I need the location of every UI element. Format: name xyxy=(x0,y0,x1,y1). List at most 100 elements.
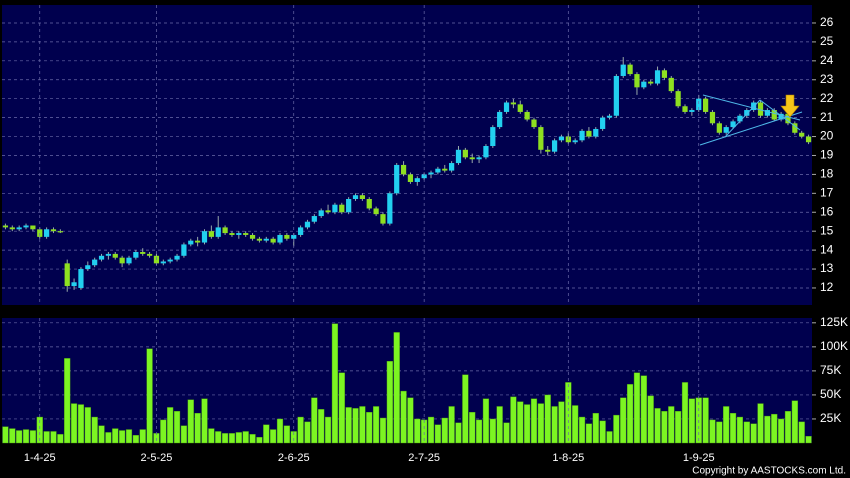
trend-line xyxy=(699,111,803,146)
candle-body xyxy=(757,102,764,116)
candle-body xyxy=(428,172,434,175)
volume-bar xyxy=(771,413,778,444)
volume-bar xyxy=(393,332,400,444)
candle-body xyxy=(195,240,201,243)
y-tick-label: 25K xyxy=(820,411,841,425)
volume-bar xyxy=(352,408,359,444)
volume-bar xyxy=(510,396,517,444)
y-tick-label: 26 xyxy=(820,15,834,29)
x-tick-label: 2-6-25 xyxy=(278,452,310,464)
candle-body xyxy=(799,132,805,137)
candle-body xyxy=(572,140,578,143)
candle-body xyxy=(311,216,317,222)
candle-body xyxy=(620,64,626,76)
y-tick-label: 19 xyxy=(820,148,834,162)
candle-body xyxy=(222,227,228,234)
candle-body xyxy=(497,111,503,128)
volume-bar xyxy=(558,401,565,444)
candle-body xyxy=(249,234,256,239)
candle-body xyxy=(243,233,249,235)
candle-body xyxy=(133,252,139,258)
volume-bar xyxy=(9,428,16,444)
volume-bar xyxy=(654,408,661,444)
volume-bar xyxy=(324,416,332,444)
volume-bar xyxy=(778,418,785,444)
volume-bar xyxy=(578,416,586,444)
y-tick-label: 25 xyxy=(820,34,834,48)
candle-body xyxy=(579,130,585,141)
volume-bar xyxy=(379,417,387,444)
volume-bar xyxy=(318,409,325,444)
candle-body xyxy=(229,233,235,235)
candle-body xyxy=(551,140,558,152)
volume-bar xyxy=(270,429,277,444)
volume-bar xyxy=(661,411,668,444)
candle-body xyxy=(373,208,379,215)
candle-body xyxy=(9,227,15,230)
candle-body xyxy=(71,282,77,287)
candle-body xyxy=(744,110,750,116)
candle-body xyxy=(92,259,98,266)
y-tick-label: 24 xyxy=(820,53,834,67)
y-tick-label: 18 xyxy=(820,167,834,181)
volume-bar xyxy=(537,403,544,444)
volume-bar xyxy=(311,397,318,444)
candle-body xyxy=(689,110,695,112)
volume-bar xyxy=(633,372,641,444)
candle-body xyxy=(490,127,496,147)
volume-bar xyxy=(29,430,36,444)
candle-body xyxy=(339,204,345,213)
plot-layer: 12 13 14 15 16 17 18 19 20 21 22 23 24 25 26 25K 50K 75K 1… xyxy=(2,5,848,464)
candle-body xyxy=(105,253,112,256)
candle-body xyxy=(558,136,565,141)
volume-bar xyxy=(455,422,462,444)
x-tick-label: 2-7-25 xyxy=(408,452,440,464)
candle-body xyxy=(716,123,722,133)
y-tick-label: 100K xyxy=(820,339,848,353)
candle-body xyxy=(771,110,777,120)
volume-bar xyxy=(565,382,572,444)
volume-bar xyxy=(750,423,757,444)
volume-bar xyxy=(585,423,592,444)
volume-bar xyxy=(805,436,812,444)
candle-body xyxy=(387,193,393,224)
candle-body xyxy=(325,210,331,213)
candle-body xyxy=(682,106,688,112)
volume-bar xyxy=(551,406,558,444)
candle-body xyxy=(16,227,22,230)
candle-body xyxy=(394,164,400,194)
volume-bar xyxy=(36,416,43,444)
volume-bar xyxy=(173,411,181,444)
volume-bar xyxy=(613,414,620,444)
candle-body xyxy=(593,128,599,137)
y-tick-label: 17 xyxy=(820,185,834,199)
volume-bar xyxy=(256,437,263,444)
candle-body xyxy=(462,149,468,158)
volume-bar xyxy=(482,398,490,444)
candle-body xyxy=(805,136,812,143)
candle-body xyxy=(792,123,798,133)
candle-body xyxy=(531,119,537,128)
y-tick-label: 20 xyxy=(820,129,834,143)
candle-body xyxy=(778,113,784,120)
volume-bar xyxy=(427,416,435,444)
volume-bar xyxy=(139,429,146,444)
volume-bar xyxy=(201,398,208,444)
y-tick-label: 15 xyxy=(820,223,834,237)
volume-bar xyxy=(43,431,50,444)
candle-body xyxy=(613,75,619,116)
candle-body xyxy=(291,234,297,239)
volume-bar xyxy=(16,430,23,444)
volume-bar xyxy=(242,431,249,444)
volume-bar xyxy=(50,431,57,444)
volume-bar xyxy=(160,419,167,444)
candle-body xyxy=(332,204,338,213)
volume-bar xyxy=(222,433,229,444)
volume-bar xyxy=(132,435,139,444)
volume-bar xyxy=(448,406,455,444)
volume-bar xyxy=(592,412,599,444)
y-tick-label: 22 xyxy=(820,91,834,105)
volume-bar xyxy=(359,406,366,444)
volume-bar xyxy=(743,421,750,444)
candle-body xyxy=(215,227,221,237)
